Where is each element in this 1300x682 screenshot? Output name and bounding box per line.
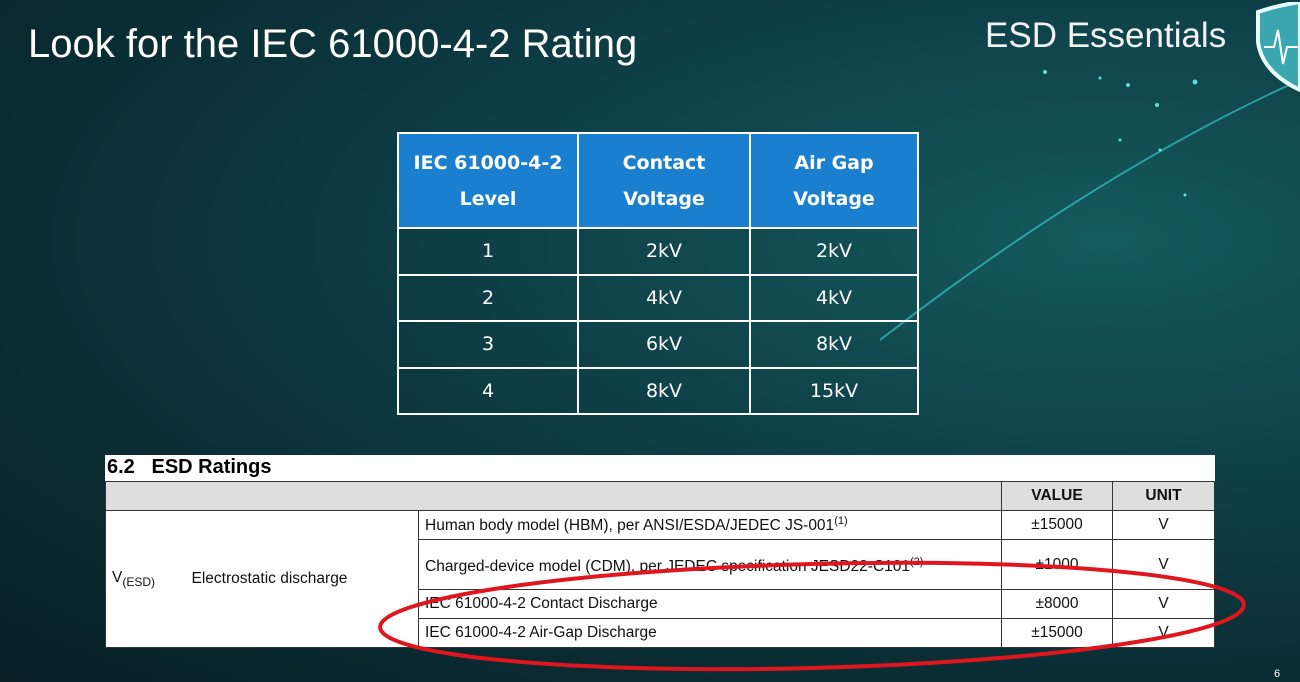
page-number: 6: [1274, 668, 1281, 680]
table-row: 2 4kV 4kV: [397, 273, 919, 322]
condition-cell: IEC 61000-4-2 Contact Discharge: [418, 589, 1002, 619]
cell: 8kV: [749, 320, 919, 369]
condition: Charged-device model (CDM), per JEDEC sp…: [425, 558, 910, 576]
symbol: V: [112, 568, 123, 586]
slide-title: Look for the IEC 61000-4-2 Rating: [28, 22, 638, 66]
cell: 8kV: [577, 366, 751, 415]
esd-ratings-table: VALUE UNIT V(ESD) Electrostatic discharg…: [105, 481, 1215, 648]
header-text: Level: [459, 187, 517, 210]
unit-cell: V: [1112, 510, 1215, 540]
cell: 3: [397, 320, 579, 369]
condition-cell: Charged-device model (CDM), per JEDEC sp…: [418, 539, 1002, 590]
table-row: 1 2kV 2kV: [397, 227, 919, 276]
unit-cell: V: [1112, 539, 1215, 590]
cell: 4kV: [749, 273, 919, 322]
cell: 6kV: [577, 320, 751, 369]
table-row: 4 8kV 15kV: [397, 366, 919, 415]
table-row: 3 6kV 8kV: [397, 320, 919, 369]
cell: 15kV: [749, 366, 919, 415]
table-header-row: VALUE UNIT: [105, 481, 1215, 511]
header-text: Air Gap: [794, 151, 874, 174]
cell: 2kV: [749, 227, 919, 276]
shield-logo-icon: [1256, 2, 1300, 92]
unit-cell: V: [1112, 589, 1215, 619]
value-cell: ±1000: [1001, 539, 1113, 590]
brand-name: ESD Essentials: [985, 16, 1227, 55]
header-air-gap-voltage: Air Gap Voltage: [749, 132, 919, 229]
condition-cell: IEC 61000-4-2 Air-Gap Discharge: [418, 618, 1002, 648]
cell: 1: [397, 227, 579, 276]
symbol-subscript: (ESD): [122, 575, 156, 590]
header-text: Voltage: [623, 187, 705, 210]
cell: 4: [397, 366, 579, 415]
header-contact-voltage: Contact Voltage: [577, 132, 751, 229]
header-unit: UNIT: [1112, 481, 1215, 511]
table-row: V(ESD) Electrostatic discharge Human bod…: [105, 510, 1215, 648]
header-text: IEC 61000-4-2: [413, 151, 563, 174]
header-value: VALUE: [1001, 481, 1113, 511]
iec-levels-table: IEC 61000-4-2 Level Contact Voltage Air Ga…: [397, 132, 919, 415]
symbol-cell: V(ESD): [105, 510, 186, 648]
cell: 4kV: [577, 273, 751, 322]
condition-cell: Human body model (HBM), per ANSI/ESDA/JE…: [418, 510, 1002, 540]
blank-header: [105, 481, 1002, 511]
footnote: (1): [834, 514, 848, 527]
value-cell: ±15000: [1001, 510, 1113, 540]
value-cell: ±8000: [1001, 589, 1113, 619]
condition: Human body model (HBM), per ANSI/ESDA/JE…: [425, 517, 835, 535]
header-text: Contact: [622, 151, 706, 174]
unit-cell: V: [1112, 618, 1215, 648]
parameter-cell: Electrostatic discharge: [185, 510, 419, 648]
header-text: Voltage: [793, 187, 875, 210]
cell: 2kV: [577, 227, 751, 276]
cell: 2: [397, 273, 579, 322]
footnote: (2): [910, 555, 924, 568]
header-level: IEC 61000-4-2 Level: [397, 132, 579, 229]
esd-ratings-heading: 6.2 ESD Ratings: [105, 455, 1215, 481]
value-cell: ±15000: [1001, 618, 1113, 648]
